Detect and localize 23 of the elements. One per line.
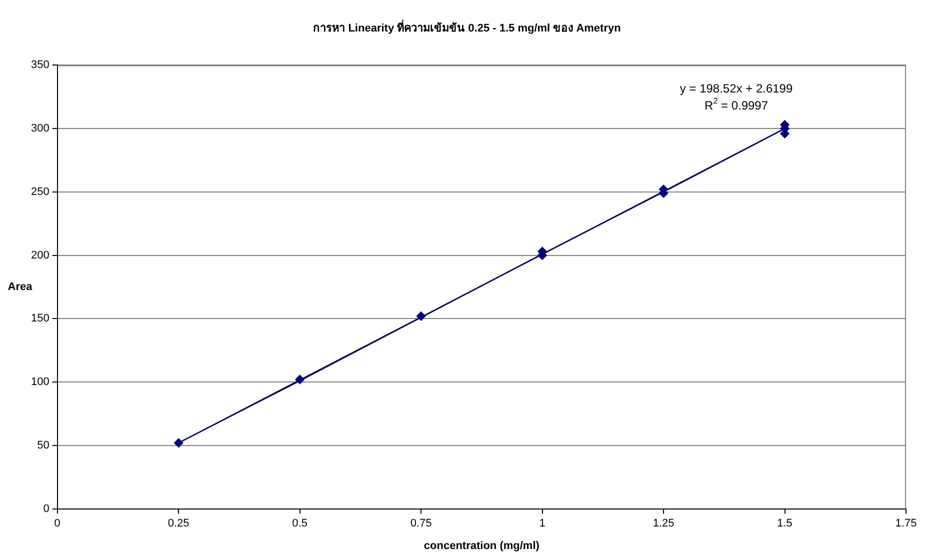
x-axis-title: concentration (mg/ml) bbox=[424, 540, 540, 552]
x-tick-label: 0.25 bbox=[168, 517, 190, 530]
y-tick-label: 0 bbox=[43, 502, 50, 515]
point bbox=[295, 374, 304, 384]
y-tick-label: 100 bbox=[30, 376, 50, 388]
x-tick-label: 0.5 bbox=[292, 517, 308, 530]
y-tick-label: 50 bbox=[37, 439, 50, 452]
annotation: y = 198.52x + 2.6199 bbox=[680, 82, 793, 96]
point bbox=[416, 312, 426, 321]
point bbox=[174, 438, 184, 448]
chart-title: การหา Linearity ที่ความเข้มข้น 0.25 - 1.5 mg/ml ของ Ametryn bbox=[313, 20, 622, 35]
y-tick-label: 250 bbox=[30, 186, 50, 198]
x-tick-label: 1.5 bbox=[777, 517, 792, 530]
x-tick-label: 0.75 bbox=[410, 517, 432, 530]
x-tick-label: 1.25 bbox=[652, 517, 674, 530]
y-tick-label: 300 bbox=[30, 122, 50, 135]
y-tick-label: 200 bbox=[30, 249, 50, 262]
y-axis-title: Area bbox=[8, 281, 34, 294]
y-tick-label: 350 bbox=[30, 59, 50, 72]
y-tick-label: 150 bbox=[30, 312, 50, 325]
x-tick-label: 0 bbox=[54, 517, 60, 530]
x-tick-label: 1 bbox=[539, 517, 546, 530]
x-tick-label: 1.75 bbox=[895, 517, 917, 530]
